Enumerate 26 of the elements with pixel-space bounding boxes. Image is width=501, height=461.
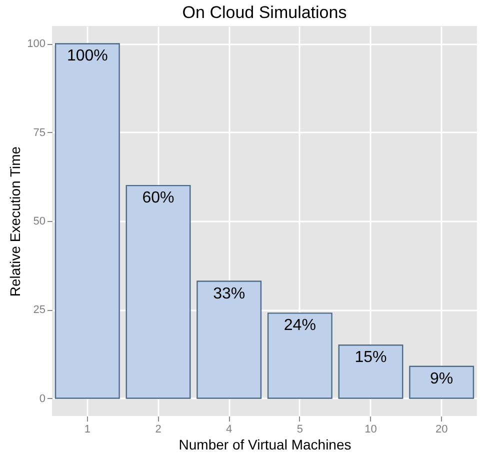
chart-title: On Cloud Simulations: [182, 3, 347, 22]
x-tick-label: 10: [364, 424, 377, 436]
data-label: 100%: [66, 48, 108, 65]
data-label: 24%: [284, 317, 316, 334]
x-tick-label: 20: [435, 424, 448, 436]
data-label: 9%: [430, 370, 454, 388]
data-label: 60%: [142, 190, 174, 207]
bar: [196, 280, 262, 399]
data-label: 33%: [213, 285, 246, 302]
bar: [409, 366, 474, 399]
bar: [126, 184, 191, 399]
x-tick-label: 2: [155, 424, 162, 436]
bar: [54, 43, 120, 399]
y-tick-label: 50: [33, 216, 46, 228]
y-tick-label: 75: [33, 126, 46, 139]
x-tick-label: 4: [226, 424, 232, 436]
y-tick-label: 0: [39, 392, 46, 405]
x-axis-title: Number of Virtual Machines: [178, 436, 352, 452]
bar: [338, 344, 404, 399]
bar: [267, 312, 332, 399]
data-label: 15%: [354, 349, 387, 366]
y-axis-title: Relative Execution Time: [7, 146, 24, 297]
x-tick-label: 5: [296, 424, 303, 436]
y-tick-label: 100: [27, 38, 46, 50]
x-tick-label: 1: [84, 424, 90, 436]
y-tick-label: 25: [33, 304, 46, 316]
